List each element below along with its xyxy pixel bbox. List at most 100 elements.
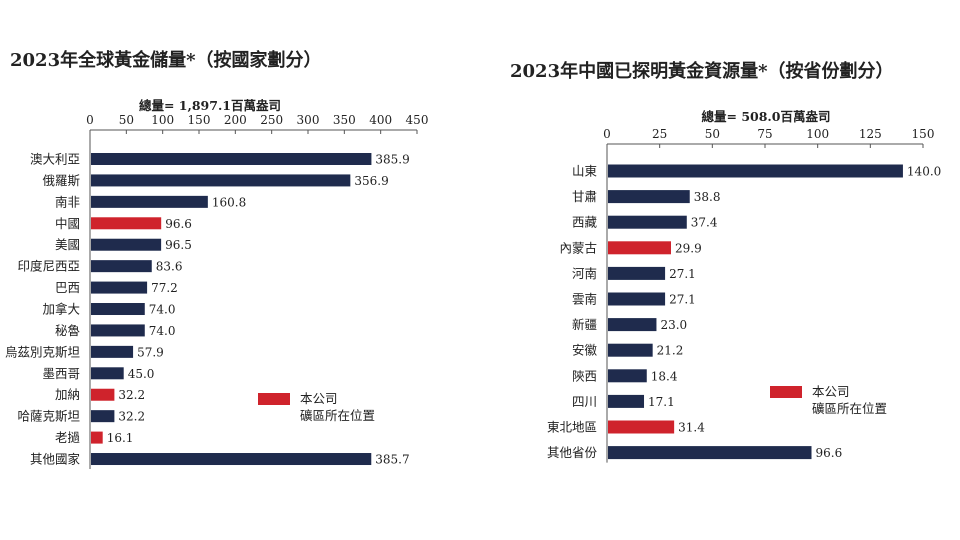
bar: [608, 215, 687, 229]
category-label: 俄羅斯: [42, 173, 80, 188]
value-label: 23.0: [660, 318, 687, 332]
bar: [91, 153, 372, 165]
value-label: 57.9: [137, 345, 164, 359]
value-label: 31.4: [678, 421, 705, 435]
x-tick-label: 150: [912, 127, 935, 141]
value-label: 96.6: [165, 217, 192, 231]
category-label: 山東: [572, 164, 598, 179]
category-label: 哈薩克斯坦: [17, 409, 80, 424]
value-label: 37.4: [691, 216, 718, 230]
category-label: 南非: [55, 194, 80, 209]
bar-highlight: [608, 420, 675, 434]
bar: [91, 238, 162, 251]
bar: [91, 260, 152, 273]
bar: [608, 446, 812, 460]
legend-label: 礦區所在位置: [300, 408, 375, 423]
value-label: 74.0: [149, 303, 176, 317]
x-tick-label: 350: [333, 113, 356, 127]
chart-title: 2023年全球黃金儲量*（按國家劃分）: [10, 49, 322, 71]
bar: [91, 324, 145, 337]
value-label: 77.2: [151, 281, 178, 295]
value-label: 38.8: [694, 190, 721, 204]
chart-subtitle: 總量= 508.0百萬盎司: [702, 109, 831, 124]
bar: [91, 281, 148, 294]
value-label: 16.1: [107, 431, 134, 445]
x-tick-label: 100: [806, 127, 829, 141]
category-label: 中國: [55, 216, 80, 231]
chart-title: 2023年中國已探明黃金資源量*（按省份劃分）: [510, 60, 894, 82]
bar: [91, 195, 208, 208]
bar: [91, 367, 124, 380]
x-tick-label: 400: [369, 113, 392, 127]
bar: [608, 266, 666, 280]
chart-2: 2023年中國已探明黃金資源量*（按省份劃分） 總量= 508.0百萬盎司 0 25 5…: [510, 60, 941, 463]
category-label: 老撾: [55, 430, 81, 445]
x-tick-label: 450: [406, 113, 429, 127]
value-label: 27.1: [669, 267, 696, 281]
x-tick-label: 50: [705, 127, 720, 141]
category-label: 墨西哥: [42, 366, 80, 381]
category-label: 內蒙古: [559, 240, 597, 255]
value-label: 29.9: [675, 241, 702, 255]
value-label: 385.7: [375, 453, 409, 467]
category-label: 雲南: [572, 292, 597, 307]
value-label: 356.9: [354, 174, 388, 188]
x-tick-label: 25: [652, 127, 667, 141]
x-tick-label: 125: [859, 127, 882, 141]
bar-highlight: [91, 431, 103, 444]
category-label: 加納: [55, 387, 80, 402]
legend-label: 本公司: [300, 391, 338, 406]
value-label: 32.2: [118, 410, 145, 424]
bar: [608, 190, 690, 204]
bar: [608, 343, 653, 357]
x-tick-label: 75: [757, 127, 772, 141]
legend-label: 本公司: [812, 384, 850, 399]
bar: [91, 303, 145, 316]
chart-1: 2023年全球黃金儲量*（按國家劃分） 總量= 1,897.1百萬盎司 0 50 100…: [5, 49, 429, 470]
value-label: 385.9: [375, 153, 409, 167]
value-label: 96.6: [816, 446, 843, 460]
x-tick-label: 100: [151, 113, 174, 127]
category-label: 西藏: [572, 215, 598, 230]
legend-swatch: [258, 393, 290, 405]
category-label: 加拿大: [42, 302, 80, 317]
bar-highlight: [608, 241, 671, 255]
x-tick-label: 150: [188, 113, 211, 127]
bar-highlight: [91, 388, 115, 401]
category-label: 印度尼西亞: [17, 259, 80, 274]
x-tick-label: 50: [119, 113, 134, 127]
value-label: 17.1: [648, 395, 675, 409]
category-label: 美國: [55, 237, 80, 252]
category-label: 新疆: [572, 317, 597, 332]
bar: [91, 410, 115, 423]
category-label: 東北地區: [547, 420, 597, 435]
category-label: 其他省份: [547, 445, 598, 460]
chart-subtitle: 總量= 1,897.1百萬盎司: [139, 98, 281, 113]
category-label: 巴西: [55, 280, 80, 295]
x-tick-label: 0: [86, 113, 94, 127]
x-tick-label: 300: [297, 113, 320, 127]
value-label: 27.1: [669, 293, 696, 307]
category-label: 秘魯: [55, 323, 81, 338]
value-label: 45.0: [128, 367, 155, 381]
value-label: 74.0: [149, 324, 176, 338]
bar: [608, 394, 645, 408]
category-label: 安徽: [572, 343, 598, 358]
x-tick-label: 200: [224, 113, 247, 127]
category-label: 陝西: [572, 368, 597, 383]
bar: [608, 292, 666, 306]
bar: [608, 164, 903, 178]
category-label: 甘肅: [572, 189, 597, 204]
value-label: 96.5: [165, 238, 192, 252]
legend-swatch: [770, 386, 802, 398]
value-label: 140.0: [907, 165, 941, 179]
category-label: 四川: [572, 394, 597, 409]
category-label: 其他國家: [30, 452, 81, 467]
bar: [608, 369, 647, 383]
legend-label: 礦區所在位置: [812, 401, 887, 416]
x-tick-label: 0: [603, 127, 611, 141]
value-label: 32.2: [118, 388, 145, 402]
bar: [91, 345, 134, 358]
category-label: 澳大利亞: [30, 152, 80, 167]
